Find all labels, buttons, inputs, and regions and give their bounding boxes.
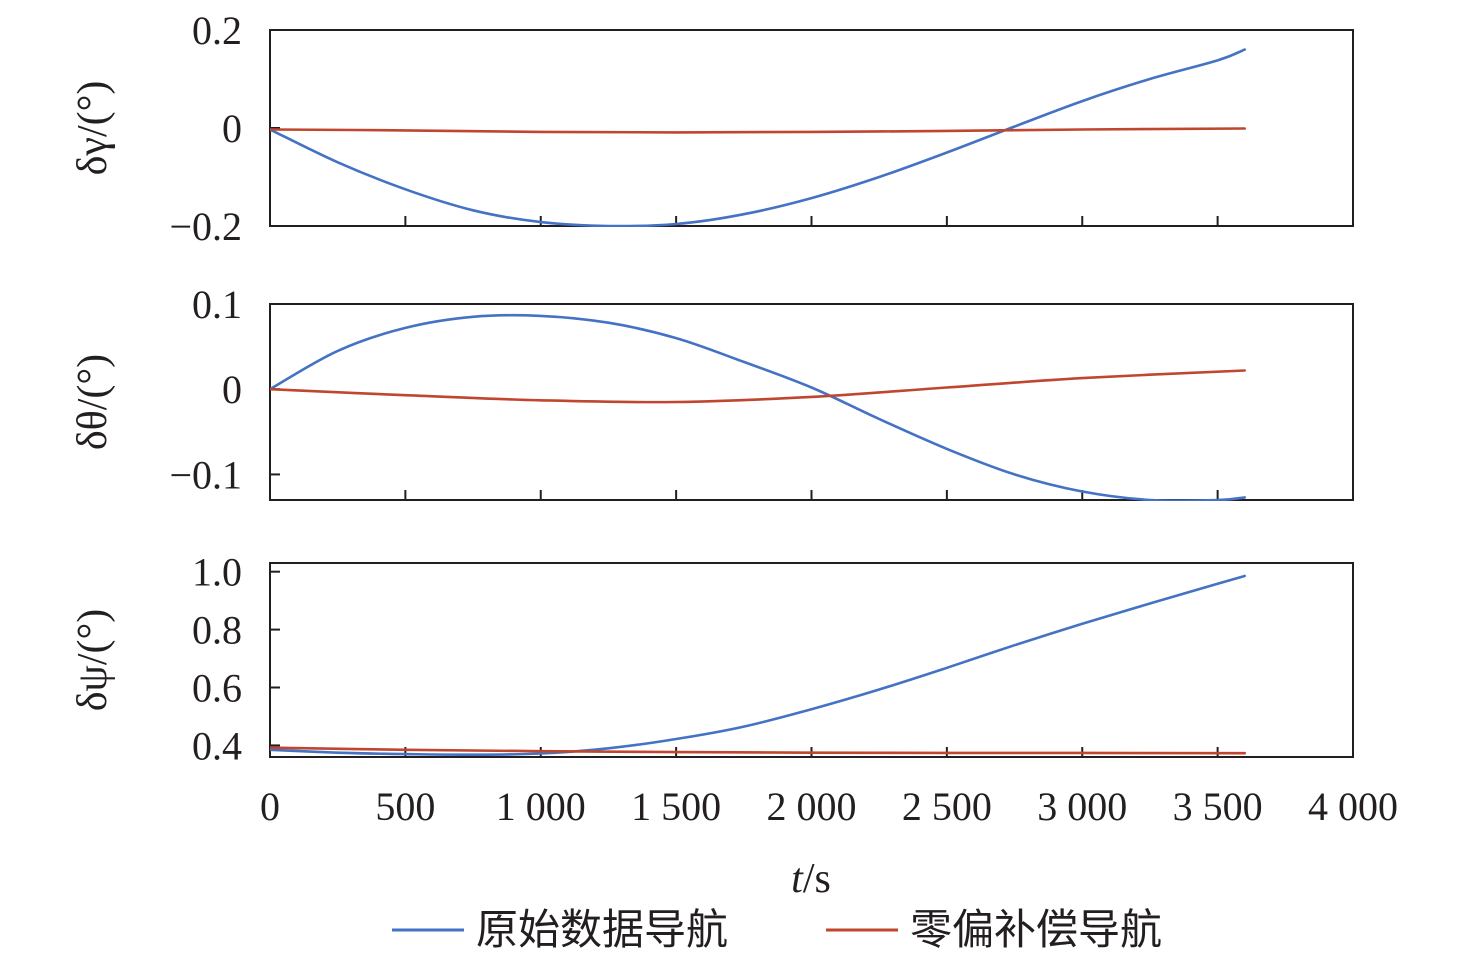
- y-tick-label-pitch: 0: [222, 367, 242, 412]
- series-line-pitch-raw: [270, 313, 1246, 501]
- plot-frame-pitch: [269, 303, 1354, 501]
- legend-label: 原始数据导航: [476, 905, 728, 954]
- series-group-pitch: [270, 313, 1246, 501]
- series-group-roll: [270, 48, 1246, 227]
- x-axis-label: t/s: [791, 856, 831, 902]
- x-tick-label: 0: [260, 784, 280, 829]
- y-tick-label-pitch: −0.1: [169, 452, 242, 497]
- series-line-roll-compensated: [270, 127, 1246, 134]
- chart-panels: −0.2 0 0.2 δγ/(°) −0.1 0 0.1 δθ/(°) 0.4 0.6 0.8 1.0…: [70, 8, 1354, 768]
- y-tick-label-yaw: 0.6: [192, 666, 242, 711]
- series-line-roll-raw: [270, 48, 1246, 227]
- x-tick-label: 3 000: [1037, 784, 1127, 829]
- series-line-yaw-raw: [270, 574, 1246, 757]
- y-tick-label-yaw: 0.8: [192, 608, 242, 653]
- panel-yaw: 0.4 0.6 0.8 1.0 δψ/(°): [70, 550, 1354, 768]
- series-group-yaw: [270, 574, 1246, 757]
- series-line-yaw-compensated: [270, 746, 1246, 755]
- x-tick-label: 2 000: [767, 784, 857, 829]
- y-axis-label-roll: δγ/(°): [70, 81, 116, 176]
- x-tick-label: 3 500: [1173, 784, 1263, 829]
- x-tick-label: 1 500: [631, 784, 721, 829]
- legend: 原始数据导航 零偏补偿导航: [392, 905, 1162, 954]
- y-tick-label-roll: 0: [222, 106, 242, 151]
- y-axis-label-pitch: δθ/(°): [70, 354, 116, 450]
- y-tick-label-yaw: 0.4: [192, 723, 242, 768]
- x-tick-label: 500: [375, 784, 435, 829]
- legend-label: 零偏补偿导航: [910, 905, 1162, 954]
- y-tick-label-roll: 0.2: [192, 8, 242, 53]
- series-line-pitch-compensated: [270, 369, 1246, 404]
- y-tick-label-pitch: 0.1: [192, 282, 242, 327]
- x-axis: 0 500 1 000 1 500 2 000 2 500 3 000 3 500 4 000: [260, 784, 1398, 829]
- panel-pitch: −0.1 0 0.1 δθ/(°): [70, 282, 1354, 501]
- x-tick-label: 1 000: [496, 784, 586, 829]
- x-tick-label: 2 500: [902, 784, 992, 829]
- x-tick-label: 4 000: [1308, 784, 1398, 829]
- y-axis-label-yaw: δψ/(°): [70, 609, 116, 712]
- y-tick-label-yaw: 1.0: [192, 550, 242, 595]
- y-tick-label-roll: −0.2: [169, 204, 242, 249]
- panel-roll: −0.2 0 0.2 δγ/(°): [70, 8, 1354, 249]
